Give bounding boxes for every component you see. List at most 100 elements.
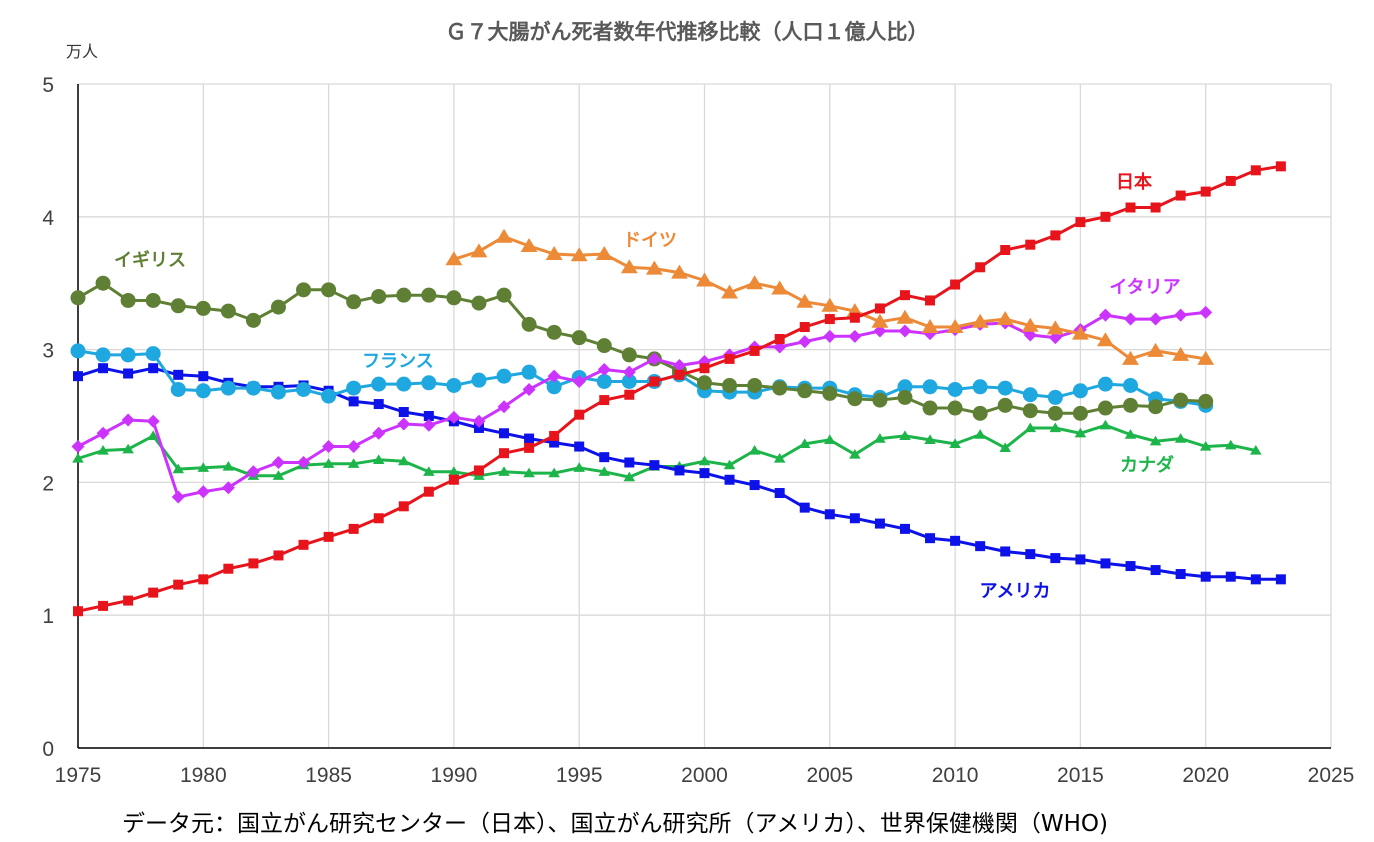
- data-point: [398, 501, 409, 512]
- data-point: [1072, 325, 1089, 340]
- data-point: [748, 445, 761, 455]
- data-point: [774, 333, 785, 344]
- data-point: [372, 454, 385, 464]
- data-point: [220, 380, 236, 396]
- data-point: [170, 381, 186, 397]
- data-point: [1022, 387, 1038, 403]
- data-point: [897, 389, 913, 405]
- data-point: [1048, 331, 1062, 345]
- x-tick-label: 1990: [431, 764, 478, 787]
- data-point: [73, 371, 83, 382]
- data-point: [722, 377, 738, 393]
- series-3: [70, 275, 1214, 421]
- data-point: [421, 287, 437, 303]
- data-point: [1148, 399, 1164, 415]
- data-point: [373, 399, 384, 410]
- data-point: [746, 275, 764, 290]
- data-point: [1124, 312, 1138, 326]
- data-point: [899, 523, 910, 534]
- data-point: [173, 369, 184, 380]
- data-point: [1047, 405, 1063, 421]
- data-point: [496, 287, 512, 303]
- data-point: [396, 287, 412, 303]
- data-point: [873, 324, 887, 338]
- data-point: [1098, 308, 1112, 322]
- data-point: [73, 606, 83, 617]
- data-source-note: データ元：国立がん研究センター（日本）、国立がん研究所（アメリカ）、世界保健機関…: [122, 811, 1108, 837]
- y-tick-label: 4: [42, 207, 54, 230]
- data-point: [620, 259, 638, 274]
- data-point: [1198, 393, 1214, 409]
- x-tick-label: 2015: [1057, 764, 1104, 787]
- data-point: [473, 465, 484, 476]
- data-point: [674, 465, 685, 476]
- data-point: [972, 405, 988, 421]
- data-point: [346, 380, 362, 396]
- data-point: [1122, 350, 1139, 365]
- data-point: [1147, 342, 1164, 357]
- data-point: [471, 295, 487, 311]
- x-tick-label: 2000: [681, 764, 728, 787]
- data-point: [372, 426, 386, 440]
- data-point: [1025, 239, 1036, 250]
- data-point: [698, 455, 711, 466]
- data-point: [573, 462, 585, 472]
- data-point: [899, 290, 910, 301]
- data-point: [824, 434, 836, 445]
- data-point: [572, 374, 586, 388]
- data-point: [398, 407, 409, 418]
- data-point: [371, 376, 387, 392]
- data-point: [1123, 397, 1139, 413]
- data-point: [120, 292, 136, 308]
- data-point: [624, 389, 635, 400]
- data-point: [270, 384, 286, 400]
- data-point: [520, 238, 538, 253]
- data-point: [347, 458, 360, 468]
- data-point: [975, 541, 986, 552]
- data-point: [97, 445, 109, 455]
- series-0: [73, 161, 1286, 617]
- data-point: [523, 467, 535, 478]
- y-tick-label: 0: [42, 738, 54, 761]
- data-point: [1250, 445, 1262, 455]
- data-point: [773, 452, 786, 463]
- data-point: [1075, 554, 1086, 565]
- data-point: [1200, 186, 1211, 197]
- data-point: [197, 462, 210, 472]
- data-point: [473, 422, 484, 433]
- data-point: [824, 509, 835, 520]
- data-point: [120, 347, 136, 363]
- data-point: [1275, 161, 1286, 172]
- data-point: [145, 292, 161, 308]
- data-point: [1172, 346, 1190, 361]
- data-point: [1025, 549, 1036, 560]
- data-point: [596, 338, 612, 354]
- data-point: [272, 470, 285, 480]
- data-point: [925, 533, 936, 544]
- data-point: [571, 330, 587, 346]
- data-point: [1125, 202, 1136, 213]
- data-point: [1173, 392, 1189, 408]
- x-tick-label: 1995: [556, 764, 603, 787]
- series-1: [445, 228, 1215, 365]
- data-point: [524, 442, 535, 453]
- data-point: [70, 290, 86, 306]
- data-point: [470, 243, 488, 258]
- data-point: [95, 347, 111, 363]
- data-point: [1174, 433, 1187, 443]
- data-point: [172, 463, 185, 474]
- series-label: ドイツ: [623, 230, 677, 251]
- data-point: [947, 400, 963, 416]
- data-point: [147, 430, 159, 441]
- data-point: [749, 480, 760, 491]
- data-point: [296, 381, 312, 397]
- data-point: [198, 371, 209, 382]
- data-point: [996, 311, 1014, 326]
- data-point: [647, 352, 661, 366]
- series-4: [70, 343, 1214, 413]
- y-axis-unit-label: 万人: [66, 42, 99, 61]
- data-point: [721, 284, 738, 299]
- data-point: [597, 363, 611, 377]
- data-point: [574, 409, 585, 420]
- data-point: [796, 293, 814, 308]
